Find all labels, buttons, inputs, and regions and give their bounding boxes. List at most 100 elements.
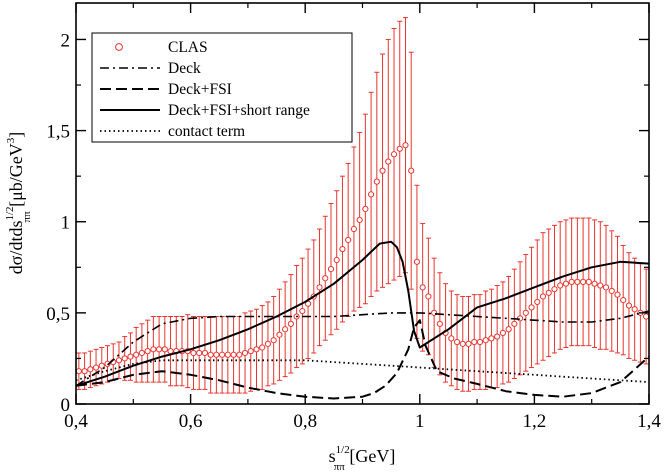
data-point — [608, 287, 615, 295]
data-point — [345, 236, 352, 244]
data-point — [614, 291, 621, 298]
data-point — [453, 338, 461, 346]
x-axis-label-unit: [GeV] — [345, 446, 395, 466]
data-point — [494, 333, 501, 340]
legend-label-contact-term: contact term — [168, 123, 245, 140]
data-point — [98, 362, 105, 369]
y-axis-label-unit-sup: 3 — [5, 137, 17, 143]
data-point — [539, 293, 547, 300]
data-point — [419, 284, 426, 291]
y-tick-label: 0 — [61, 395, 71, 416]
data-point — [580, 278, 587, 285]
data-point — [625, 302, 633, 309]
data-point — [557, 282, 564, 289]
data-point — [253, 346, 260, 353]
data-point — [545, 289, 552, 296]
data-point — [327, 266, 335, 273]
y-tick-label: 0,5 — [46, 304, 70, 325]
data-point — [505, 326, 512, 333]
data-point — [155, 346, 163, 353]
data-point — [287, 320, 294, 327]
data-point — [213, 351, 220, 358]
data-point — [499, 329, 506, 337]
data-point — [591, 280, 598, 287]
legend-item-clas: CLAS — [115, 39, 208, 56]
data-point — [471, 338, 478, 346]
data-point — [459, 340, 466, 347]
y-axis-label-unit-end: ] — [6, 132, 26, 138]
data-point — [161, 346, 168, 353]
x-axis-label: s1/2 ππ [GeV] — [329, 444, 396, 472]
data-point — [396, 145, 403, 152]
x-axis-label-sup: 1/2 — [336, 444, 350, 456]
data-point — [219, 351, 226, 358]
data-point — [574, 278, 581, 285]
series-line-contact-term — [76, 359, 649, 383]
data-point — [488, 335, 495, 342]
data-point — [402, 142, 409, 149]
y-axis-label-sup: 1/2 — [4, 206, 16, 220]
data-point — [127, 353, 134, 360]
data-point — [350, 225, 358, 233]
data-point — [150, 346, 157, 353]
data-point — [465, 340, 472, 347]
data-point — [390, 151, 398, 158]
y-axis-label: dσ/dtds1/2 ππ [μb/GeV3] — [4, 132, 33, 275]
legend-box — [91, 32, 353, 143]
data-point — [620, 297, 627, 304]
data-point — [448, 335, 455, 342]
data-point — [643, 313, 649, 320]
legend-item-deck-fsi-short-range: Deck+FSI+short range — [100, 102, 310, 119]
data-point — [270, 337, 277, 344]
legend-label-deck-fsi-short-range: Deck+FSI+short range — [168, 102, 310, 119]
x-tick-label: 1,4 — [637, 411, 661, 432]
data-point — [144, 348, 151, 355]
data-point — [425, 293, 432, 300]
data-point — [413, 258, 421, 265]
data-point — [76, 368, 82, 375]
data-point — [115, 357, 123, 364]
legend-label-deck-fsi: Deck+FSI — [168, 81, 232, 98]
data-point — [476, 338, 484, 346]
series-layer — [76, 17, 649, 400]
data-point — [230, 351, 237, 358]
data-point — [207, 351, 214, 358]
data-point — [224, 351, 231, 358]
series-line-deck-fsi — [76, 319, 649, 400]
data-point — [339, 245, 346, 253]
x-tick-label: 0,8 — [293, 411, 317, 432]
series-line-deck — [76, 310, 649, 387]
data-point — [528, 304, 535, 311]
legend-label-clas: CLAS — [168, 39, 208, 56]
data-point — [92, 364, 100, 371]
data-point — [522, 309, 529, 316]
data-point — [333, 256, 340, 264]
legend-marker-circle-icon — [115, 43, 123, 51]
data-point — [436, 320, 443, 327]
legend-label-deck: Deck — [168, 60, 201, 77]
legend: CLAS Deck Deck+FSI Deck+FSI+short range … — [91, 32, 353, 143]
data-point — [133, 351, 140, 358]
tick-layer: 0,4 0,6 0,8 1 1,2 1,4 0 0,5 1 1,5 2 — [46, 3, 661, 432]
data-point — [362, 205, 369, 213]
data-point — [87, 366, 94, 373]
series-line-deck-fsi-short-range — [76, 240, 649, 387]
data-point — [322, 275, 329, 282]
data-point — [276, 331, 283, 338]
data-point — [385, 158, 392, 165]
data-point — [367, 191, 375, 198]
data-point — [282, 326, 289, 333]
y-axis-label-sub: ππ — [21, 211, 33, 223]
data-point — [259, 344, 266, 351]
x-axis-label-main: s — [329, 446, 336, 466]
data-point — [104, 360, 111, 367]
data-point — [597, 282, 604, 289]
y-axis-label-unit: [μb/GeV — [6, 143, 26, 211]
x-tick-label: 1 — [415, 411, 425, 432]
data-point — [138, 349, 145, 357]
data-point — [551, 286, 558, 293]
data-point — [631, 306, 638, 313]
data-point — [241, 349, 249, 357]
data-point — [408, 167, 415, 174]
